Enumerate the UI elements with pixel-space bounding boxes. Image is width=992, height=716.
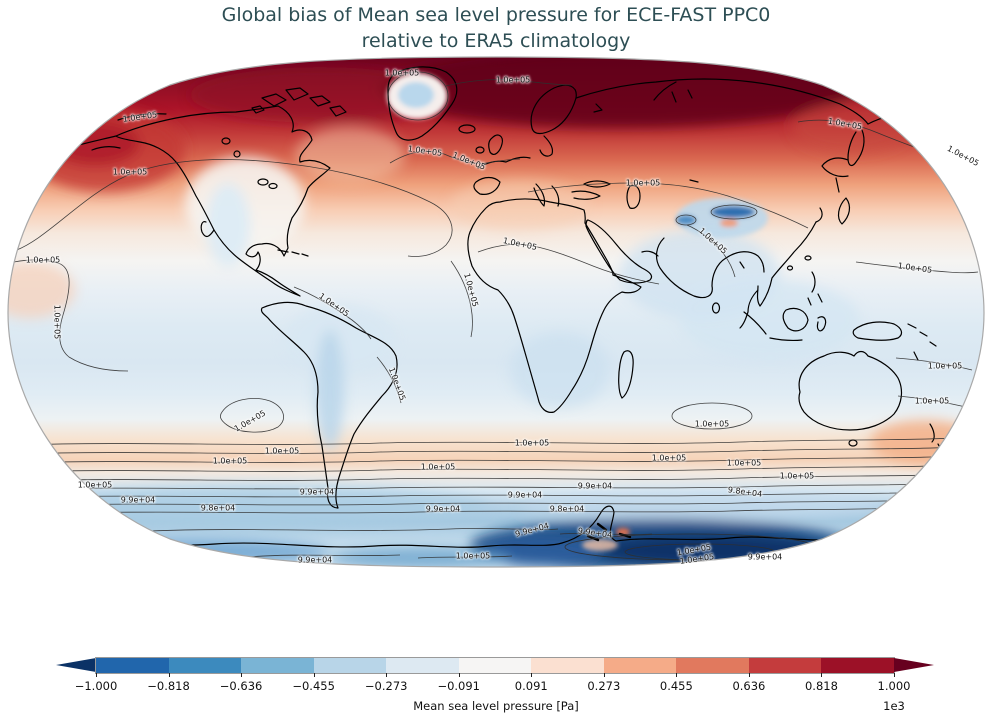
colorbar-tick-label: 1.000 bbox=[877, 679, 911, 693]
colorbar-tick-mark bbox=[313, 673, 315, 677]
colorbar-cell bbox=[676, 658, 749, 673]
colorbar-over-arrow bbox=[894, 658, 934, 672]
colorbar-tick-label: −0.818 bbox=[147, 679, 190, 693]
colorbar-tick-label: 0.818 bbox=[804, 679, 838, 693]
colorbar-cell bbox=[821, 658, 895, 673]
colorbar-multiplier: 1e3 bbox=[883, 699, 905, 713]
colorbar-tick-label: −0.455 bbox=[292, 679, 335, 693]
colorbar-cell bbox=[603, 658, 677, 673]
figure-title-line2: relative to ERA5 climatology bbox=[361, 30, 631, 52]
colorbar-axis-label: Mean sea level pressure [Pa] bbox=[413, 699, 579, 713]
colorbar bbox=[56, 657, 934, 674]
colorbar-tick-mark bbox=[603, 673, 605, 677]
colorbar-tick-label: −0.273 bbox=[364, 679, 408, 693]
colorbar-tick-mark bbox=[96, 673, 97, 677]
colorbar-tick-label: −0.636 bbox=[219, 679, 263, 693]
colorbar-tick-mark bbox=[676, 673, 678, 677]
colorbar-cell bbox=[241, 658, 314, 673]
colorbar-cell bbox=[458, 658, 532, 673]
figure-title: Global bias of Mean sea level pressure f… bbox=[0, 2, 992, 54]
colorbar-cell bbox=[96, 658, 169, 673]
colorbar-tick-mark bbox=[894, 673, 895, 677]
colorbar-tick-label: −0.091 bbox=[437, 679, 480, 693]
colorbar-ticks: −1.000 −0.818 −0.636 −0.455 −0.273 −0.091 0.09… bbox=[75, 673, 910, 699]
colorbar-tick-mark bbox=[531, 673, 533, 677]
colorbar-tick-mark bbox=[386, 673, 388, 677]
colorbar-cell bbox=[748, 658, 822, 673]
colorbar-tick-label: 0.455 bbox=[659, 679, 693, 693]
colorbar-tick-mark bbox=[821, 673, 823, 677]
colorbar-cell bbox=[168, 658, 242, 673]
colorbar-tick-mark bbox=[241, 673, 243, 677]
figure-title-line1: Global bias of Mean sea level pressure f… bbox=[221, 4, 771, 26]
colorbar-tick-mark bbox=[458, 673, 460, 677]
colorbar-tick-label: 0.091 bbox=[514, 679, 548, 693]
colorbar-tick-label: 0.273 bbox=[587, 679, 621, 693]
colorbar-cell bbox=[313, 658, 387, 673]
colorbar-cell bbox=[531, 658, 604, 673]
colorbar-cells bbox=[95, 657, 895, 674]
colorbar-tick-label: 0.636 bbox=[732, 679, 766, 693]
map-outline bbox=[7, 56, 985, 568]
colorbar-under-arrow bbox=[56, 658, 96, 672]
colorbar-tick-mark bbox=[748, 673, 750, 677]
colorbar-tick-mark bbox=[168, 673, 170, 677]
colorbar-cell bbox=[386, 658, 459, 673]
colorbar-tick-label: −1.000 bbox=[74, 679, 118, 693]
contour-lines bbox=[13, 71, 979, 561]
